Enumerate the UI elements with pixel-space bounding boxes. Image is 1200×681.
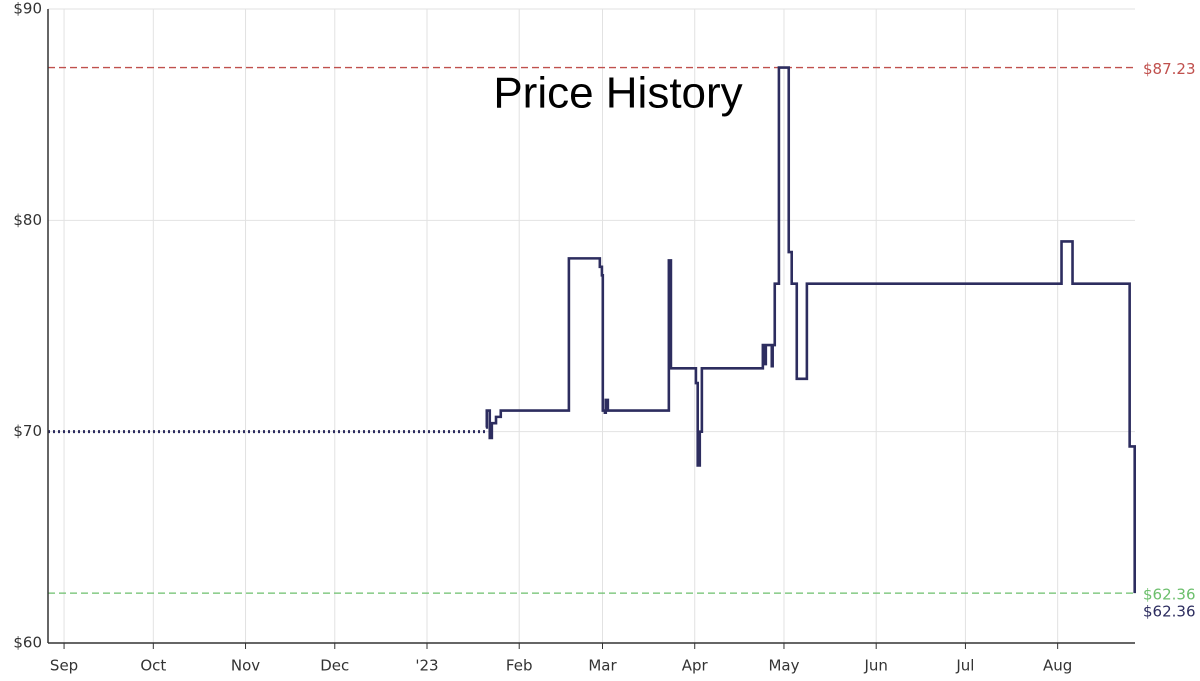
x-tick-label: May (768, 657, 799, 675)
x-tick-label: Mar (588, 657, 617, 675)
axes: $60 $70 $80 $90 Sep Oct Nov Dec '23 Feb Mar Apr May J… (13, 0, 1135, 675)
x-tick-label: Dec (320, 657, 349, 675)
reference-lines: $87.23 $62.36$62.36 (48, 60, 1196, 621)
x-tick-label: Feb (506, 657, 533, 675)
y-tick-label: $60 (13, 634, 42, 652)
x-tick-label: Apr (682, 657, 709, 675)
y-tick-label: $90 (13, 0, 42, 18)
y-tick-label: $80 (13, 211, 42, 229)
price-line (485, 66, 1136, 594)
chart-title: Price History (493, 69, 742, 118)
x-tick-label: Jul (955, 657, 974, 675)
reference-label: $62.36 (1143, 586, 1196, 604)
y-tick-label: $70 (13, 422, 42, 440)
current-price-label: $62.36 (1143, 603, 1196, 621)
x-tick-label: Nov (231, 657, 260, 675)
x-tick-label: Aug (1043, 657, 1072, 675)
x-tick-label: Sep (50, 657, 78, 675)
series (48, 66, 1136, 594)
x-tick-label: '23 (415, 657, 438, 675)
x-tick-label: Jun (863, 657, 887, 675)
x-tick-label: Oct (140, 657, 166, 675)
reference-label: $87.23 (1143, 60, 1196, 78)
